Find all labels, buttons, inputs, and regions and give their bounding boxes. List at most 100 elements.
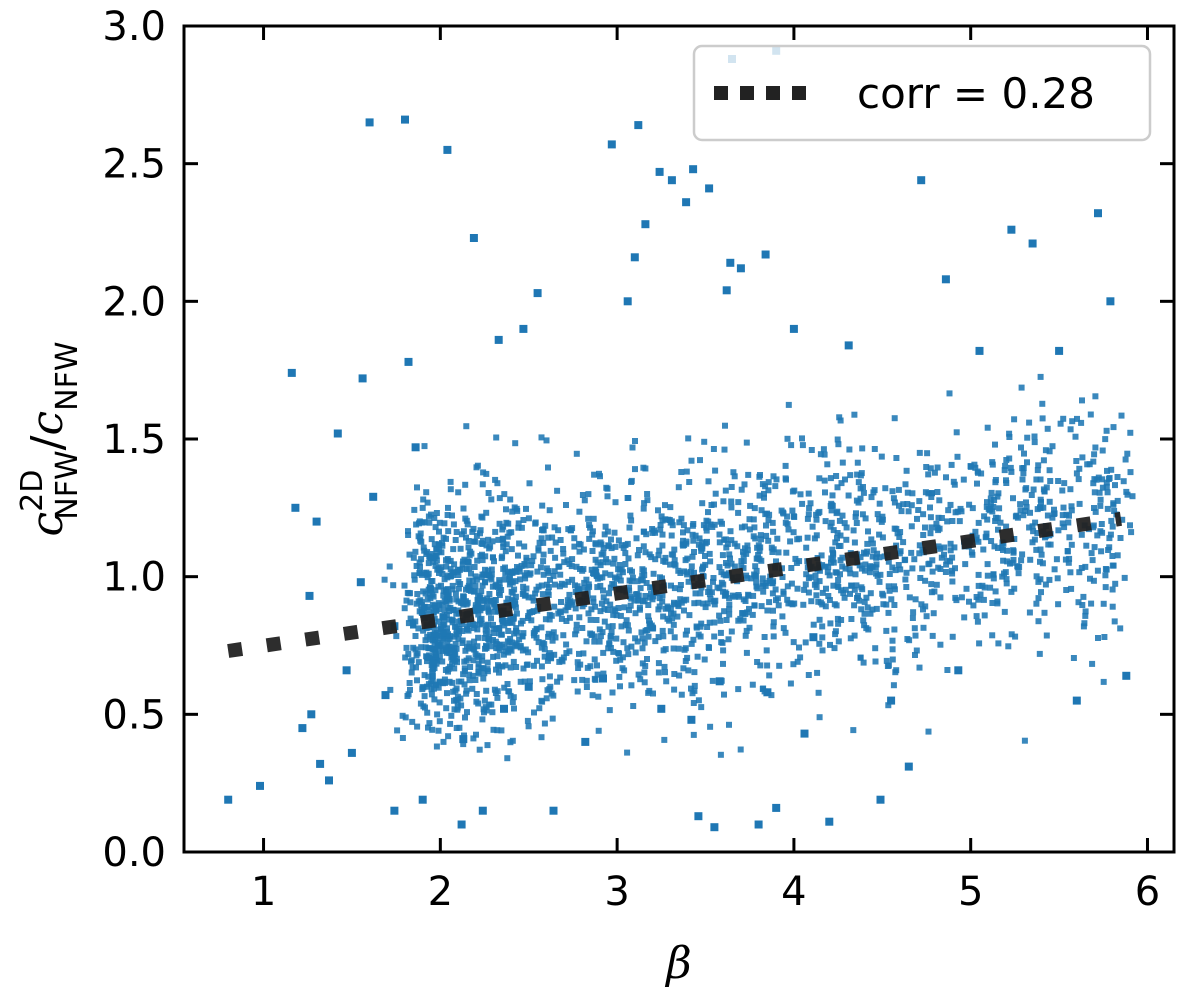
scatter-point: [413, 563, 420, 569]
scatter-point: [478, 513, 485, 520]
scatter-point: [610, 648, 617, 655]
scatter-point: [765, 517, 772, 524]
scatter-point: [490, 726, 497, 733]
scatter-point: [764, 662, 771, 669]
scatter-point: [422, 637, 429, 644]
scatter-point: [569, 525, 576, 532]
scatter-point: [440, 630, 447, 637]
scatter-point: [630, 253, 639, 262]
scatter-point: [505, 520, 512, 527]
scatter-point: [725, 636, 732, 643]
scatter-point: [1104, 505, 1111, 512]
scatter-point: [493, 645, 500, 652]
scatter-point: [871, 446, 878, 452]
scatter-point: [984, 424, 991, 431]
scatter-point: [659, 542, 666, 549]
scatter-point: [831, 645, 838, 652]
scatter-point: [470, 525, 477, 532]
scatter-point: [975, 582, 982, 589]
scatter-point: [428, 578, 435, 585]
scatter-point: [857, 495, 864, 502]
scatter-point: [1023, 504, 1030, 511]
scatter-point: [667, 628, 674, 635]
scatter-point: [615, 650, 622, 656]
scatter-point: [966, 598, 972, 605]
scatter-point: [417, 564, 423, 571]
scatter-point: [558, 599, 564, 605]
scatter-point: [916, 542, 923, 549]
scatter-point: [947, 501, 954, 508]
scatter-point: [819, 634, 826, 641]
scatter-point: [1094, 209, 1102, 218]
scatter-point: [518, 524, 525, 531]
scatter-point: [799, 442, 806, 449]
scatter-point: [542, 522, 549, 529]
scatter-point: [425, 673, 432, 680]
scatter-point: [971, 461, 978, 468]
scatter-point: [615, 566, 622, 573]
scatter-point: [504, 755, 511, 762]
scatter-point: [850, 727, 857, 734]
scatter-point: [426, 584, 433, 591]
scatter-point: [599, 574, 606, 581]
scatter-point: [401, 582, 408, 589]
scatter-point: [824, 569, 831, 576]
scatter-point: [686, 612, 693, 619]
scatter-point: [910, 609, 917, 616]
scatter-point: [1061, 480, 1068, 487]
scatter-point: [958, 594, 965, 601]
scatter-point: [462, 714, 468, 721]
scatter-point: [655, 167, 664, 176]
scatter-point: [486, 609, 492, 616]
scatter-point: [747, 502, 754, 509]
scatter-point: [790, 639, 797, 646]
scatter-point: [908, 523, 915, 530]
scatter-point: [671, 634, 678, 641]
scatter-point: [876, 578, 883, 585]
scatter-point: [546, 673, 553, 680]
scatter-point: [551, 524, 558, 531]
scatter-point: [534, 568, 541, 575]
scatter-point: [443, 563, 450, 570]
scatter-point: [545, 630, 552, 637]
scatter-point: [1102, 584, 1109, 591]
scatter-point: [452, 537, 459, 543]
scatter-point: [1073, 458, 1080, 464]
scatter-point: [1033, 546, 1040, 553]
scatter-point: [411, 443, 420, 452]
scatter-point: [920, 532, 927, 538]
scatter-point: [534, 657, 540, 664]
scatter-point: [842, 565, 849, 572]
scatter-point: [675, 600, 682, 607]
scatter-point: [520, 665, 527, 672]
scatter-point: [447, 633, 453, 640]
scatter-point: [846, 446, 853, 453]
scatter-point: [726, 721, 732, 728]
scatter-point: [641, 500, 648, 507]
scatter-point: [629, 574, 636, 581]
scatter-point: [1037, 558, 1043, 565]
scatter-point: [492, 476, 499, 483]
scatter-point: [414, 591, 421, 597]
scatter-point: [794, 536, 801, 543]
scatter-point: [801, 586, 808, 593]
scatter-point: [642, 465, 649, 472]
scatter-point: [634, 638, 641, 645]
scatter-point: [834, 484, 841, 491]
scatter-point: [848, 582, 855, 589]
scatter-point: [560, 632, 567, 639]
scatter-point: [960, 476, 967, 483]
scatter-point: [1087, 575, 1093, 582]
y-tick-label: 2.0: [102, 279, 166, 325]
scatter-point: [716, 612, 723, 619]
scatter-point: [600, 550, 607, 557]
scatter-point: [854, 471, 861, 478]
trend-layer: [227, 511, 1122, 658]
scatter-point: [394, 727, 401, 734]
scatter-point: [365, 118, 374, 127]
scatter-point: [449, 582, 456, 589]
scatter-point: [416, 559, 423, 566]
scatter-point: [989, 632, 996, 639]
scatter-point: [443, 535, 449, 542]
scatter-point: [432, 562, 439, 569]
